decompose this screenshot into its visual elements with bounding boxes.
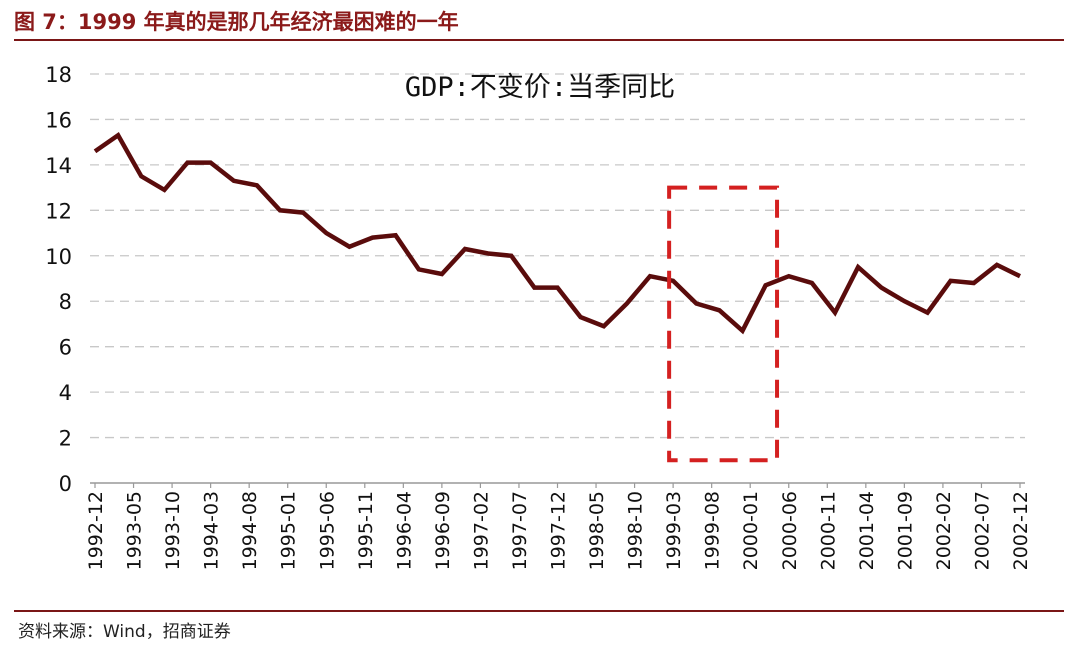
x-tick-label: 1993-05 <box>124 491 146 570</box>
series <box>93 132 1021 335</box>
x-tick-label: 1995-01 <box>278 491 300 570</box>
x-tick-label: 1996-09 <box>432 491 454 570</box>
x-tick-label: 1998-10 <box>625 491 647 570</box>
figure-title: 图 7：1999 年真的是那几年经济最困难的一年 <box>14 10 459 34</box>
gridlines <box>90 73 1025 439</box>
bottom-divider <box>14 610 1064 612</box>
x-tick-label: 1994-08 <box>239 491 261 570</box>
top-divider <box>14 39 1064 41</box>
y-tick-label: 4 <box>59 381 72 405</box>
y-tick-label: 18 <box>45 63 72 87</box>
highlight-box-1999 <box>667 185 780 463</box>
y-tick-label: 10 <box>45 245 72 269</box>
x-tick-label: 1999-03 <box>663 491 685 570</box>
y-axis-ticks: 0 2 4 6 8 10 12 14 16 18 <box>45 63 72 496</box>
x-tick-label: 2000-01 <box>740 491 762 570</box>
x-tick-label: 1997-07 <box>509 491 531 570</box>
x-tick-label: 1997-12 <box>548 491 570 570</box>
y-tick-label: 2 <box>59 427 72 451</box>
x-tick-label: 1992-12 <box>85 491 107 570</box>
x-tick-label: 2001-04 <box>856 491 878 570</box>
x-axis: 1992-12 1993-05 1993-10 1994-03 1994-08 1995-… <box>85 482 1032 570</box>
x-tick-label: 2000-11 <box>817 491 839 570</box>
x-tick-label: 1996-04 <box>393 491 415 570</box>
y-tick-label: 16 <box>45 108 72 132</box>
x-tick-label: 2002-12 <box>1010 491 1032 570</box>
x-tick-label: 1994-03 <box>201 491 223 570</box>
y-tick-label: 8 <box>59 290 72 314</box>
x-tick-label: 1995-06 <box>316 491 338 570</box>
x-tick-label: 1993-10 <box>162 491 184 570</box>
x-tick-label: 1999-08 <box>702 491 724 570</box>
source-note: 资料来源：Wind，招商证券 <box>18 622 231 642</box>
y-tick-label: 12 <box>45 199 72 223</box>
y-tick-label: 0 <box>59 472 72 496</box>
annotations <box>667 185 780 463</box>
x-tick-label: 1995-11 <box>355 491 377 570</box>
x-tick-label: 1998-05 <box>586 491 608 570</box>
x-tick-label: 1997-02 <box>470 491 492 570</box>
chart-title: GDP:不变价:当季同比 <box>405 72 675 103</box>
y-tick-label: 14 <box>45 154 72 178</box>
y-tick-label: 6 <box>59 336 72 360</box>
x-tick-label: 2002-02 <box>933 491 955 570</box>
x-tick-label: 2001-09 <box>894 491 916 570</box>
x-tick-label: 2000-06 <box>779 491 801 570</box>
x-tick-label: 2002-07 <box>971 491 993 570</box>
